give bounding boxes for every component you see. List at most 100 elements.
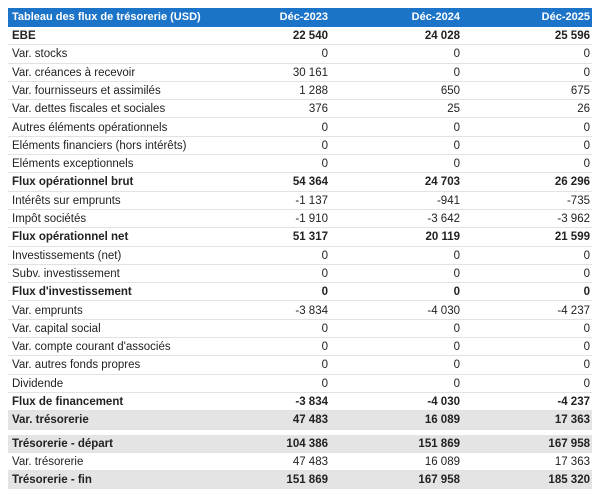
cell-value: 0 xyxy=(583,66,590,79)
cell-value: 0 xyxy=(321,322,328,335)
header-row: Tableau des flux de trésorerie (USD) Déc-… xyxy=(8,8,592,27)
cell-value: 185 320 xyxy=(548,474,590,487)
cell-value: -1 910 xyxy=(295,213,328,225)
table-row: Var. stocks 0 0 0 xyxy=(8,45,592,64)
cell-value: 0 xyxy=(321,359,328,372)
table-row: Flux opérationnel net 51 317 20 119 21 599 xyxy=(8,228,592,247)
cell-value: 21 599 xyxy=(554,231,590,244)
row-label: Var. emprunts xyxy=(12,304,83,317)
cell-value: 104 386 xyxy=(286,437,328,450)
table-row: Var. compte courant d'associés 0 0 0 xyxy=(8,338,592,357)
row-label: Var. trésorerie xyxy=(12,414,89,427)
row-label: Flux de financement xyxy=(12,396,124,408)
cell-value: 20 119 xyxy=(425,231,460,244)
table-row: Trésorerie - départ 104 386 151 869 167 958 xyxy=(8,434,592,453)
cell-value: 0 xyxy=(453,322,460,335)
row-label: Var. compte courant d'associés xyxy=(12,341,171,354)
row-label: Var. trésorerie xyxy=(12,455,84,468)
cell-value: 650 xyxy=(440,84,460,97)
row-label: Autres éléments opérationnels xyxy=(12,121,168,134)
table-row: Var. fournisseurs et assimilés 1 288 650 67… xyxy=(8,82,592,101)
cell-value: 1 288 xyxy=(299,84,328,97)
cell-value: 0 xyxy=(321,48,328,61)
row-label: Var. autres fonds propres xyxy=(12,359,141,372)
cell-value: 0 xyxy=(583,377,590,390)
table-row: Trésorerie - fin 151 869 167 958 185 320 xyxy=(8,471,592,490)
table-row: Dividende 0 0 0 xyxy=(8,375,592,393)
cell-value: 0 xyxy=(321,377,328,390)
cell-value: 22 540 xyxy=(292,30,328,42)
cell-value: -3 962 xyxy=(557,213,590,225)
cell-value: 0 xyxy=(583,322,590,335)
table-row: Flux opérationnel brut 54 364 24 703 26 296 xyxy=(8,173,592,192)
cell-value: -4 237 xyxy=(557,396,590,408)
cell-value: 0 xyxy=(321,158,328,171)
table-row: Var. trésorerie 47 483 16 089 17 363 xyxy=(8,453,592,472)
cell-value: 0 xyxy=(583,249,590,262)
cell-value: 0 xyxy=(453,359,460,372)
table-row: EBE 22 540 24 028 25 596 xyxy=(8,27,592,46)
cell-value: 0 xyxy=(583,158,590,171)
row-label: Var. stocks xyxy=(12,48,68,61)
table-row: Investissements (net) 0 0 0 xyxy=(8,247,592,265)
cell-value: 151 869 xyxy=(418,437,460,450)
cell-value: Déc-2025 xyxy=(541,11,590,23)
row-label: Intérêts sur emprunts xyxy=(12,194,121,207)
row-label: EBE xyxy=(12,30,36,42)
cell-value: -4 030 xyxy=(427,304,460,317)
cell-value: -1 137 xyxy=(295,194,328,207)
cell-value: 167 958 xyxy=(418,474,460,487)
table-row: Var. créances à recevoir 30 161 0 0 xyxy=(8,64,592,82)
cell-value: Déc-2023 xyxy=(279,11,328,23)
cell-value: 376 xyxy=(308,103,328,116)
cell-value: -3 642 xyxy=(427,213,460,225)
cell-value: -3 834 xyxy=(295,396,328,408)
cell-value: 25 596 xyxy=(554,30,590,42)
cell-value: 151 869 xyxy=(286,474,328,487)
cell-value: 24 703 xyxy=(424,176,460,189)
row-label: Flux opérationnel net xyxy=(12,231,129,244)
table-row: Var. dettes fiscales et sociales 376 25 26 xyxy=(8,100,592,119)
table-row: Var. autres fonds propres 0 0 0 xyxy=(8,356,592,375)
row-label: Investissements (net) xyxy=(12,249,122,262)
cell-value: Déc-2024 xyxy=(411,11,460,23)
row-label: Subv. investissement xyxy=(12,267,120,280)
table-row: Eléments exceptionnels 0 0 0 xyxy=(8,155,592,174)
cell-value: -941 xyxy=(436,194,460,207)
cell-value: 0 xyxy=(583,121,590,134)
row-label: Var. capital social xyxy=(12,322,101,335)
table-row: Autres éléments opérationnels 0 0 0 xyxy=(8,119,592,137)
cell-value: 167 958 xyxy=(548,437,590,450)
cell-value: 0 xyxy=(321,267,328,280)
cell-value: 30 161 xyxy=(292,66,328,79)
cell-value: 51 317 xyxy=(292,231,328,244)
cell-value: -4 237 xyxy=(557,304,590,317)
cell-value: 54 364 xyxy=(292,176,328,189)
cell-value: -4 030 xyxy=(427,396,460,408)
cell-value: 0 xyxy=(453,341,460,354)
cell-value: 17 363 xyxy=(554,414,590,427)
cell-value: 0 xyxy=(583,359,590,372)
table-row: Var. trésorerie 47 483 16 089 17 363 xyxy=(8,411,592,430)
cell-value: 0 xyxy=(453,158,460,171)
row-label: Trésorerie - fin xyxy=(12,474,92,487)
cell-value: 0 xyxy=(453,139,460,152)
cell-value: 0 xyxy=(583,341,590,354)
row-label: Eléments exceptionnels xyxy=(12,158,134,171)
row-label: Tableau des flux de trésorerie (USD) xyxy=(12,11,201,23)
row-label: Var. fournisseurs et assimilés xyxy=(12,84,161,97)
cell-value: -735 xyxy=(566,194,590,207)
cell-value: 47 483 xyxy=(292,414,328,427)
cell-value: 0 xyxy=(583,139,590,152)
table-row: Var. capital social 0 0 0 xyxy=(8,320,592,339)
row-label: Trésorerie - départ xyxy=(12,437,113,450)
cell-value: 675 xyxy=(570,84,590,97)
table-row: Intérêts sur emprunts -1 137 -941 -735 xyxy=(8,192,592,210)
cell-value: 0 xyxy=(453,48,460,61)
cell-value: 0 xyxy=(453,267,460,280)
cell-value: -3 834 xyxy=(295,304,328,317)
cell-value: 0 xyxy=(453,249,460,262)
row-label: Flux opérationnel brut xyxy=(12,176,134,189)
cell-value: 26 xyxy=(577,103,590,116)
